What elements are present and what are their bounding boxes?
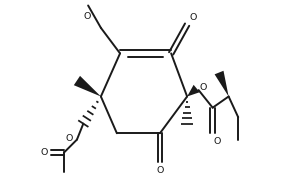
Text: O: O bbox=[214, 137, 221, 146]
Text: O: O bbox=[41, 148, 48, 157]
Polygon shape bbox=[187, 85, 200, 96]
Text: O: O bbox=[66, 134, 73, 143]
Polygon shape bbox=[74, 76, 101, 96]
Text: O: O bbox=[156, 166, 164, 175]
Polygon shape bbox=[215, 71, 229, 96]
Text: O: O bbox=[200, 83, 207, 92]
Text: O: O bbox=[84, 13, 91, 21]
Text: O: O bbox=[190, 13, 197, 22]
